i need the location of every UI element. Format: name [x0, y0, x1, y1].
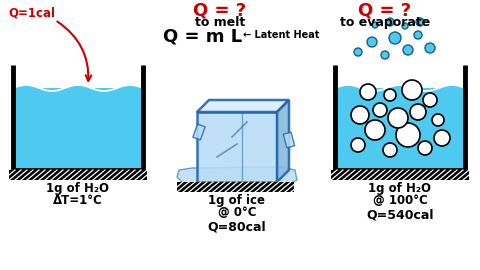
- Bar: [177, 182, 294, 192]
- Circle shape: [403, 45, 413, 55]
- Circle shape: [402, 23, 408, 29]
- Circle shape: [416, 18, 424, 26]
- Text: Q=540cal: Q=540cal: [366, 208, 434, 221]
- Text: Q = ?: Q = ?: [359, 2, 411, 20]
- Circle shape: [354, 48, 362, 56]
- Bar: [13, 88, 143, 170]
- Circle shape: [425, 43, 435, 53]
- Text: ← Latent Heat: ← Latent Heat: [243, 30, 319, 40]
- Circle shape: [351, 106, 369, 124]
- Circle shape: [389, 32, 401, 44]
- Text: 1g of ice: 1g of ice: [208, 194, 265, 207]
- Circle shape: [388, 108, 408, 128]
- Polygon shape: [277, 100, 289, 182]
- Circle shape: [351, 138, 365, 152]
- Text: to melt: to melt: [195, 16, 245, 29]
- Text: 1g of H₂O: 1g of H₂O: [369, 182, 432, 195]
- Text: Q=1cal: Q=1cal: [8, 7, 55, 20]
- Circle shape: [434, 130, 450, 146]
- Circle shape: [414, 31, 422, 39]
- Circle shape: [360, 84, 376, 100]
- Bar: [9, 170, 147, 180]
- Text: Q = m L: Q = m L: [163, 27, 242, 45]
- Bar: [335, 88, 465, 170]
- Text: ΔT=1°C: ΔT=1°C: [53, 194, 103, 207]
- Circle shape: [367, 37, 377, 47]
- Circle shape: [402, 80, 422, 100]
- Text: @ 0°C: @ 0°C: [218, 206, 256, 219]
- Circle shape: [410, 104, 426, 120]
- Polygon shape: [193, 124, 205, 140]
- Bar: [331, 170, 469, 180]
- Circle shape: [432, 114, 444, 126]
- Polygon shape: [283, 132, 295, 148]
- Text: @ 100°C: @ 100°C: [372, 194, 427, 207]
- Circle shape: [423, 93, 437, 107]
- Text: 1g of H₂O: 1g of H₂O: [47, 182, 109, 195]
- Circle shape: [384, 89, 396, 101]
- Polygon shape: [177, 167, 297, 188]
- Circle shape: [365, 120, 385, 140]
- Circle shape: [381, 51, 389, 59]
- Circle shape: [373, 103, 387, 117]
- Circle shape: [396, 123, 420, 147]
- Circle shape: [372, 22, 378, 28]
- Bar: [197, 112, 277, 182]
- Text: Q=80cal: Q=80cal: [208, 220, 266, 233]
- Circle shape: [418, 141, 432, 155]
- Polygon shape: [197, 100, 289, 112]
- Circle shape: [386, 18, 394, 26]
- Text: Q = ?: Q = ?: [193, 2, 247, 20]
- Text: to evaporate: to evaporate: [340, 16, 430, 29]
- Circle shape: [383, 143, 397, 157]
